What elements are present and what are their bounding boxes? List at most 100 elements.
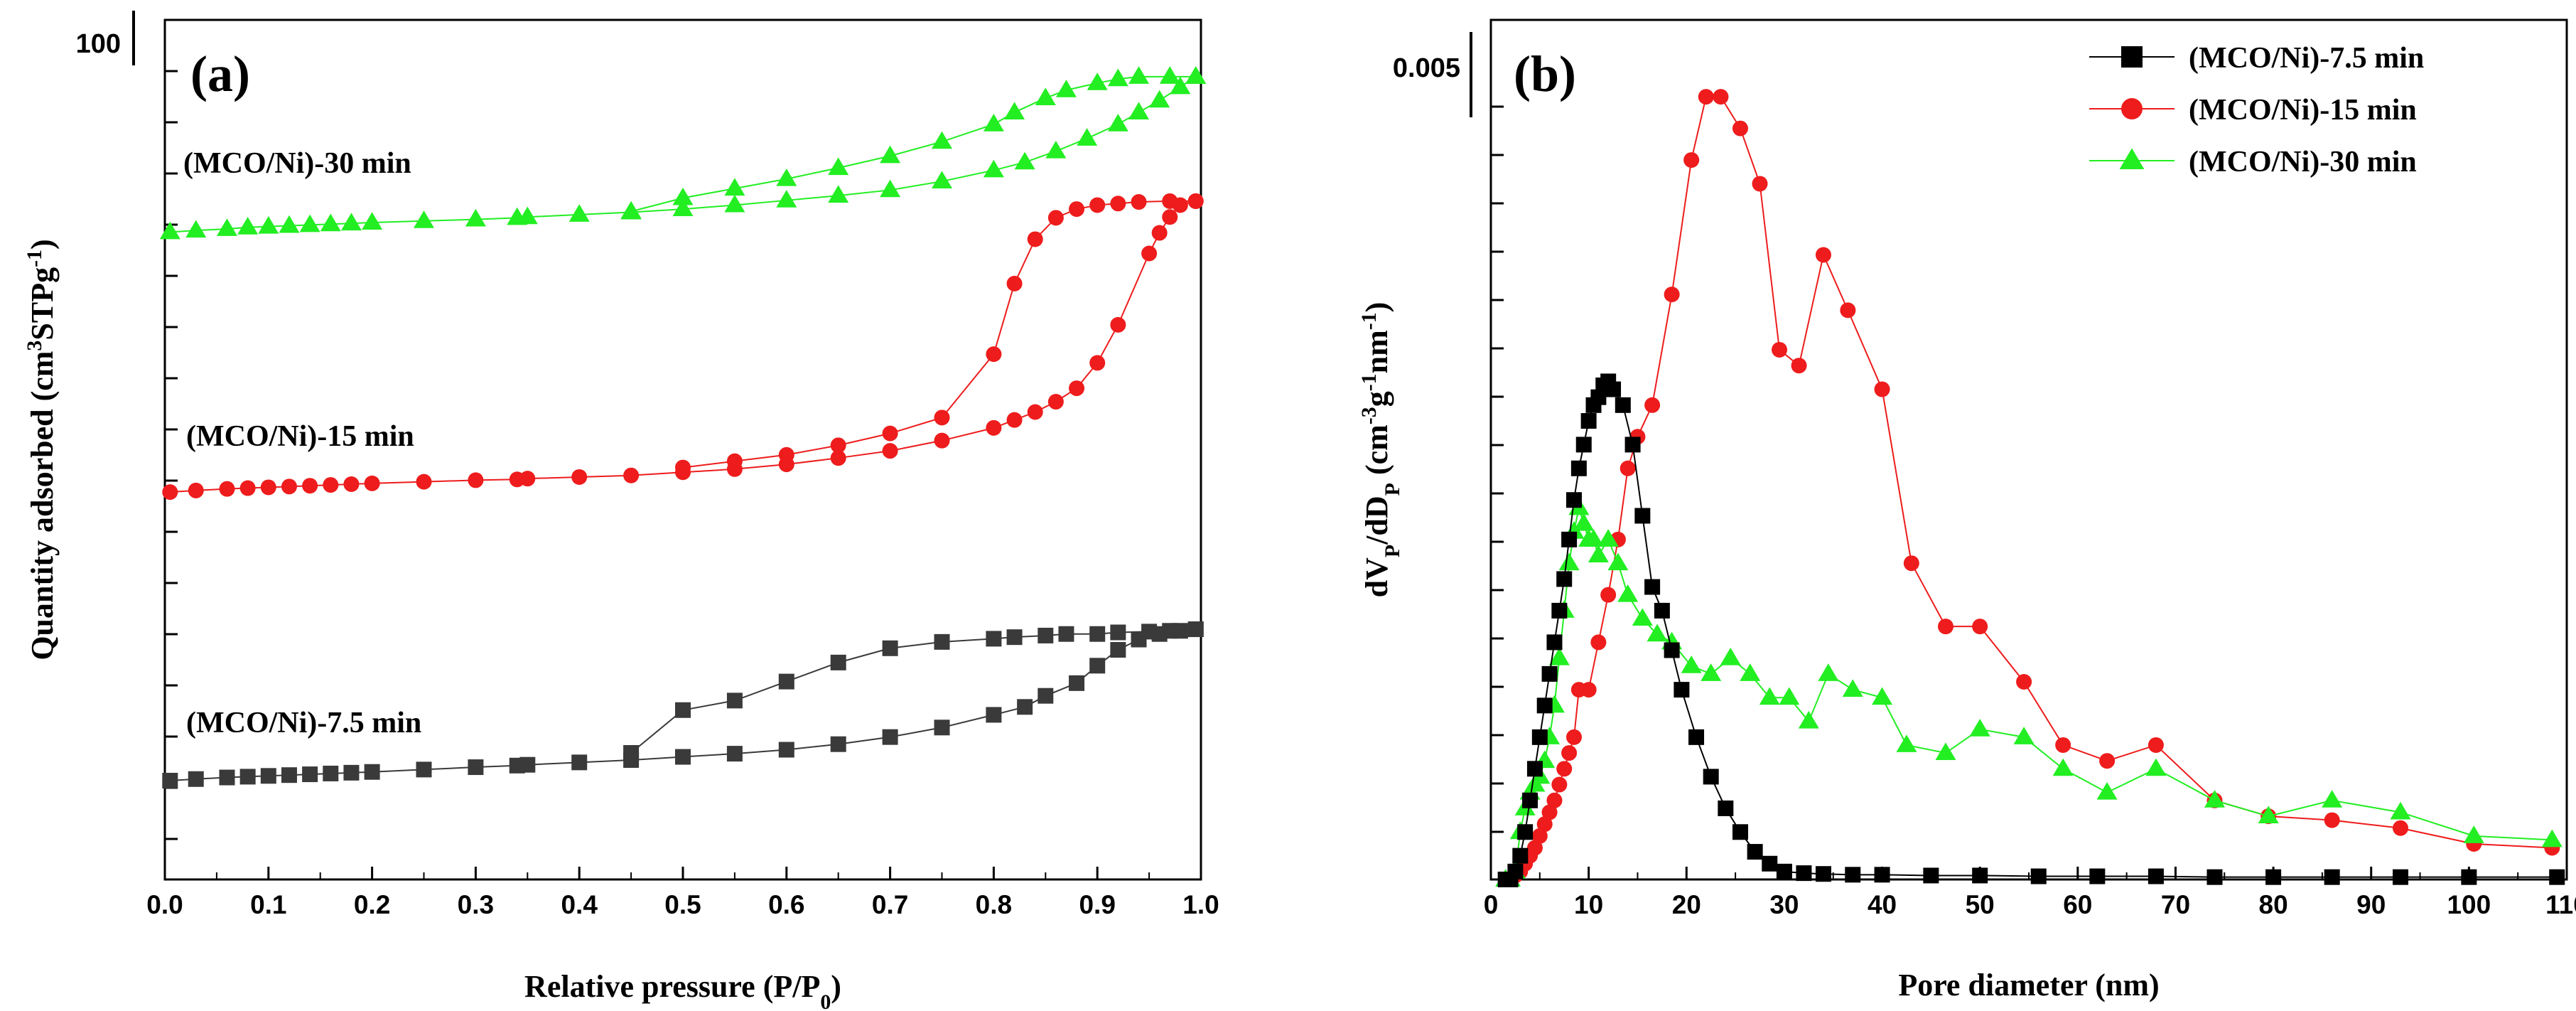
data-point xyxy=(1896,734,1917,752)
data-point xyxy=(1089,355,1106,371)
x-axis-label-b: Pore diameter (nm) xyxy=(1898,968,2159,1002)
data-point xyxy=(1615,397,1631,413)
x-tick-label-a: 1.0 xyxy=(1182,890,1219,919)
data-point xyxy=(1620,460,1636,476)
data-point xyxy=(1187,621,1204,638)
data-point xyxy=(571,469,588,485)
data-point xyxy=(1779,687,1800,705)
data-point xyxy=(1580,682,1597,698)
data-point xyxy=(1170,76,1191,95)
data-point xyxy=(414,210,434,228)
data-point xyxy=(519,471,536,487)
data-point xyxy=(1605,381,1622,397)
data-point xyxy=(1531,729,1548,745)
data-point xyxy=(1872,687,1893,705)
data-point xyxy=(1141,245,1158,262)
data-point xyxy=(188,771,204,787)
data-point xyxy=(162,772,178,788)
data-point xyxy=(983,159,1004,178)
data-point xyxy=(1110,316,1126,333)
data-point xyxy=(465,208,486,227)
data-point xyxy=(1798,710,1819,729)
data-point xyxy=(1644,397,1661,413)
data-point xyxy=(2541,829,2562,847)
data-point xyxy=(1624,437,1641,453)
panel-label-b: (b) xyxy=(1514,46,1576,102)
data-point xyxy=(1972,867,1988,884)
x-tick-label-b: 110 xyxy=(2545,890,2576,919)
data-point xyxy=(724,178,745,196)
legend-marker xyxy=(2121,46,2143,68)
data-point xyxy=(2258,806,2279,824)
data-point xyxy=(1600,587,1617,603)
data-point xyxy=(1035,87,1056,105)
series-label-a: (MCO/Ni)-30 min xyxy=(183,147,411,180)
x-tick-label-b: 0 xyxy=(1484,890,1499,919)
data-point xyxy=(1632,608,1653,626)
data-point xyxy=(1903,555,1919,572)
data-point xyxy=(2265,869,2282,885)
data-point xyxy=(1597,529,1619,547)
data-point xyxy=(726,746,743,762)
data-point xyxy=(281,767,297,783)
data-point xyxy=(519,756,536,773)
x-tick-label-a: 0.4 xyxy=(561,890,598,919)
data-point xyxy=(1713,89,1729,105)
data-point xyxy=(1796,865,1812,882)
data-point xyxy=(778,673,794,690)
data-point xyxy=(1701,663,1722,681)
legend-label: (MCO/Ni)-30 min xyxy=(2189,146,2417,178)
data-point xyxy=(1006,275,1023,291)
data-point xyxy=(1128,66,1150,84)
data-point xyxy=(726,453,743,469)
data-point xyxy=(260,768,276,784)
data-point xyxy=(828,157,849,176)
data-point xyxy=(416,761,432,778)
legend-label: (MCO/Ni)-15 min xyxy=(2189,94,2417,127)
data-point xyxy=(364,764,380,780)
x-tick-label-a: 0.8 xyxy=(976,890,1012,919)
data-point xyxy=(1006,629,1023,646)
data-point xyxy=(986,419,1002,436)
data-point xyxy=(830,654,846,670)
data-point xyxy=(1688,729,1705,745)
x-tick-label-a: 0.2 xyxy=(354,890,390,919)
data-point xyxy=(986,631,1002,647)
data-point xyxy=(2052,758,2074,776)
data-point xyxy=(2393,869,2409,885)
data-point xyxy=(1055,80,1077,97)
data-point xyxy=(362,212,383,230)
data-point xyxy=(1776,863,1792,879)
data-point xyxy=(1590,389,1607,405)
data-point xyxy=(1526,761,1543,777)
data-point xyxy=(1017,699,1033,715)
data-point xyxy=(675,702,691,718)
data-point xyxy=(2147,868,2164,884)
data-point xyxy=(986,707,1002,723)
data-point xyxy=(1548,647,1570,665)
data-point xyxy=(1087,73,1108,90)
data-point xyxy=(1732,824,1748,840)
data-point xyxy=(2013,727,2035,744)
data-point xyxy=(2393,820,2409,836)
data-point xyxy=(830,450,846,466)
data-point xyxy=(1583,529,1605,547)
data-point xyxy=(188,482,204,498)
data-point xyxy=(1647,624,1668,642)
data-point xyxy=(1732,120,1748,137)
data-point xyxy=(1938,619,1954,635)
data-point xyxy=(281,478,297,495)
data-point xyxy=(1069,380,1085,397)
data-point xyxy=(1162,193,1178,209)
data-point xyxy=(882,425,898,442)
data-point xyxy=(1141,624,1158,640)
panel-b: 0 10 20 30 40 50 60 70 80 90 100 110 0.005 (b) Pore di… xyxy=(1357,18,2576,1002)
data-point xyxy=(1110,642,1126,658)
data-point xyxy=(1546,792,1563,808)
data-point xyxy=(1752,176,1768,192)
data-point xyxy=(1923,867,1939,884)
data-point xyxy=(1004,102,1025,120)
data-point xyxy=(323,477,339,493)
data-point xyxy=(1972,619,1988,635)
x-tick-label-b: 90 xyxy=(2356,890,2386,919)
